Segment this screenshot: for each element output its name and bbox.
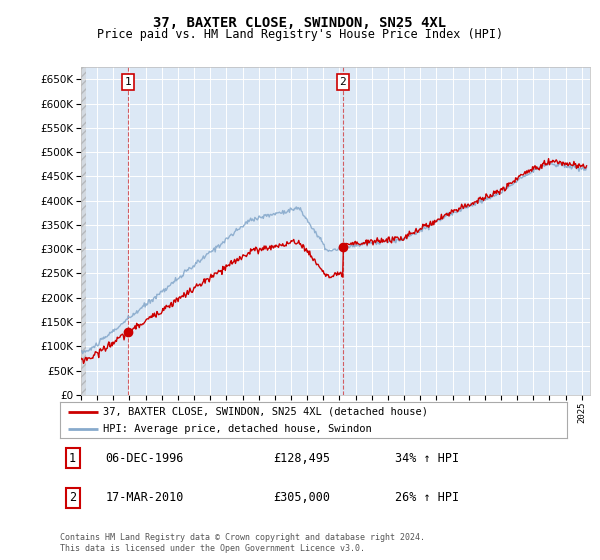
Text: 17-MAR-2010: 17-MAR-2010 (106, 491, 184, 505)
Text: 37, BAXTER CLOSE, SWINDON, SN25 4XL: 37, BAXTER CLOSE, SWINDON, SN25 4XL (154, 16, 446, 30)
Text: 2: 2 (69, 491, 76, 505)
Text: 1: 1 (69, 451, 76, 465)
Text: £305,000: £305,000 (273, 491, 330, 505)
Text: HPI: Average price, detached house, Swindon: HPI: Average price, detached house, Swin… (103, 424, 372, 434)
Text: 2: 2 (340, 77, 346, 87)
Text: £128,495: £128,495 (273, 451, 330, 465)
Text: 34% ↑ HPI: 34% ↑ HPI (395, 451, 459, 465)
Text: 06-DEC-1996: 06-DEC-1996 (106, 451, 184, 465)
Text: 26% ↑ HPI: 26% ↑ HPI (395, 491, 459, 505)
Text: Price paid vs. HM Land Registry's House Price Index (HPI): Price paid vs. HM Land Registry's House … (97, 28, 503, 41)
Text: 37, BAXTER CLOSE, SWINDON, SN25 4XL (detached house): 37, BAXTER CLOSE, SWINDON, SN25 4XL (det… (103, 407, 428, 417)
Text: 1: 1 (125, 77, 132, 87)
Text: Contains HM Land Registry data © Crown copyright and database right 2024.
This d: Contains HM Land Registry data © Crown c… (60, 533, 425, 553)
